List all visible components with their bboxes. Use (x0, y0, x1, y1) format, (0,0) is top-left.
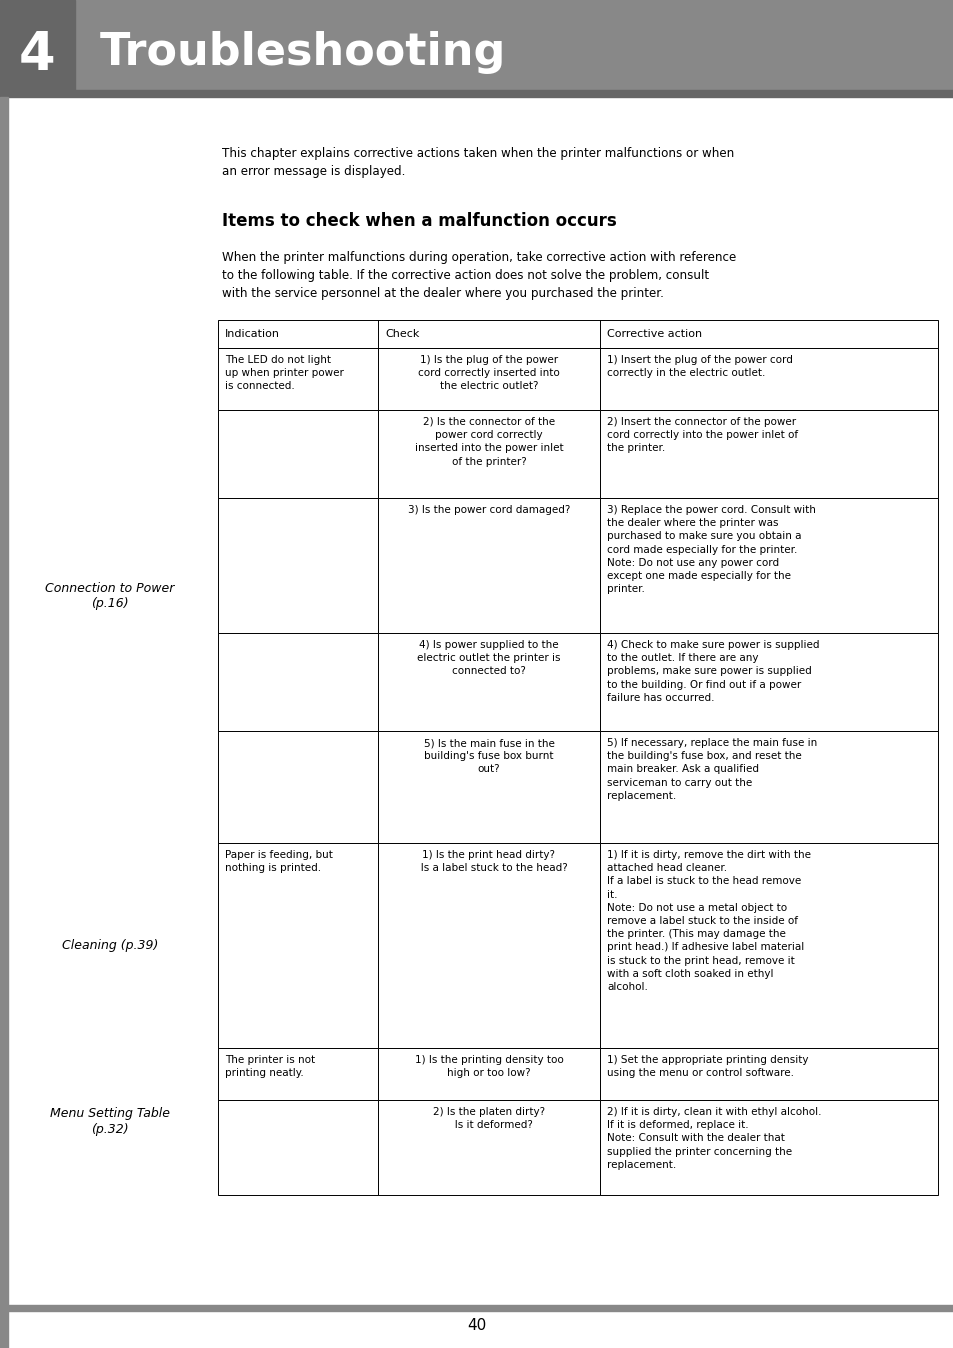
Bar (599, 731, 937, 842)
Text: 2) If it is dirty, clean it with ethyl alcohol.
If it is deformed, replace it.
N: 2) If it is dirty, clean it with ethyl a… (606, 1107, 821, 1170)
Bar (218, 497, 377, 634)
Bar (599, 1100, 937, 1194)
Text: Paper is feeding, but
nothing is printed.: Paper is feeding, but nothing is printed… (225, 851, 333, 874)
Text: 4: 4 (19, 30, 55, 81)
Text: 2) Is the connector of the
power cord correctly
inserted into the power inlet
of: 2) Is the connector of the power cord co… (415, 417, 562, 466)
Bar (218, 348, 377, 410)
Text: Indication: Indication (225, 329, 280, 338)
Text: Cleaning (p.39): Cleaning (p.39) (62, 940, 158, 952)
Bar (377, 731, 599, 842)
Bar (218, 731, 377, 842)
Bar (377, 1100, 599, 1194)
Text: 2) Is the platen dirty?
   Is it deformed?: 2) Is the platen dirty? Is it deformed? (433, 1107, 544, 1130)
Bar (599, 410, 937, 497)
Text: 1) Set the appropriate printing density
using the menu or control software.: 1) Set the appropriate printing density … (606, 1055, 807, 1078)
Bar (599, 497, 937, 634)
Bar (218, 410, 377, 497)
Text: 5) If necessary, replace the main fuse in
the building's fuse box, and reset the: 5) If necessary, replace the main fuse i… (606, 737, 817, 801)
Bar (218, 634, 377, 731)
Text: 1) Is the print head dirty?
   Is a label stuck to the head?: 1) Is the print head dirty? Is a label s… (410, 851, 567, 874)
Text: This chapter explains corrective actions taken when the printer malfunctions or : This chapter explains corrective actions… (222, 147, 734, 178)
Text: Troubleshooting: Troubleshooting (100, 31, 506, 74)
Text: 1) Insert the plug of the power cord
correctly in the electric outlet.: 1) Insert the plug of the power cord cor… (606, 355, 792, 379)
Text: 2) Insert the connector of the power
cord correctly into the power inlet of
the : 2) Insert the connector of the power cor… (606, 417, 798, 453)
Text: Check: Check (385, 329, 419, 338)
Text: When the printer malfunctions during operation, take corrective action with refe: When the printer malfunctions during ope… (222, 251, 736, 301)
Text: 1) Is the plug of the power
cord correctly inserted into
the electric outlet?: 1) Is the plug of the power cord correct… (417, 355, 559, 391)
Bar (377, 348, 599, 410)
Text: 4) Is power supplied to the
electric outlet the printer is
connected to?: 4) Is power supplied to the electric out… (416, 640, 560, 677)
Bar (599, 842, 937, 1047)
Text: Items to check when a malfunction occurs: Items to check when a malfunction occurs (222, 212, 616, 231)
Text: Connection to Power
(p.16): Connection to Power (p.16) (45, 581, 174, 609)
Text: 40: 40 (467, 1317, 486, 1333)
Text: The printer is not
printing neatly.: The printer is not printing neatly. (225, 1055, 314, 1078)
Bar (0, 97, 8, 1348)
Text: Menu Setting Table
(p.32): Menu Setting Table (p.32) (50, 1108, 170, 1135)
Bar (377, 497, 599, 634)
Text: 5) Is the main fuse in the
building's fuse box burnt
out?: 5) Is the main fuse in the building's fu… (423, 737, 554, 774)
Bar (0, 90, 953, 97)
Text: 3) Replace the power cord. Consult with
the dealer where the printer was
purchas: 3) Replace the power cord. Consult with … (606, 506, 815, 594)
Bar (218, 1100, 377, 1194)
Bar (0, 0, 75, 90)
Bar (599, 1047, 937, 1100)
Bar (0, 1305, 953, 1312)
Bar (218, 319, 937, 348)
Bar (218, 1047, 377, 1100)
Text: 1) If it is dirty, remove the dirt with the
attached head cleaner.
If a label is: 1) If it is dirty, remove the dirt with … (606, 851, 810, 992)
Text: Corrective action: Corrective action (606, 329, 701, 338)
Bar (218, 842, 377, 1047)
Text: 3) Is the power cord damaged?: 3) Is the power cord damaged? (407, 506, 570, 515)
Text: 1) Is the printing density too
high or too low?: 1) Is the printing density too high or t… (415, 1055, 563, 1078)
Bar (377, 1047, 599, 1100)
Bar (0, 0, 953, 90)
Bar (599, 348, 937, 410)
Bar (377, 410, 599, 497)
Text: 4) Check to make sure power is supplied
to the outlet. If there are any
problems: 4) Check to make sure power is supplied … (606, 640, 819, 702)
Bar (377, 634, 599, 731)
Bar (599, 634, 937, 731)
Bar (377, 842, 599, 1047)
Text: The LED do not light
up when printer power
is connected.: The LED do not light up when printer pow… (225, 355, 343, 391)
